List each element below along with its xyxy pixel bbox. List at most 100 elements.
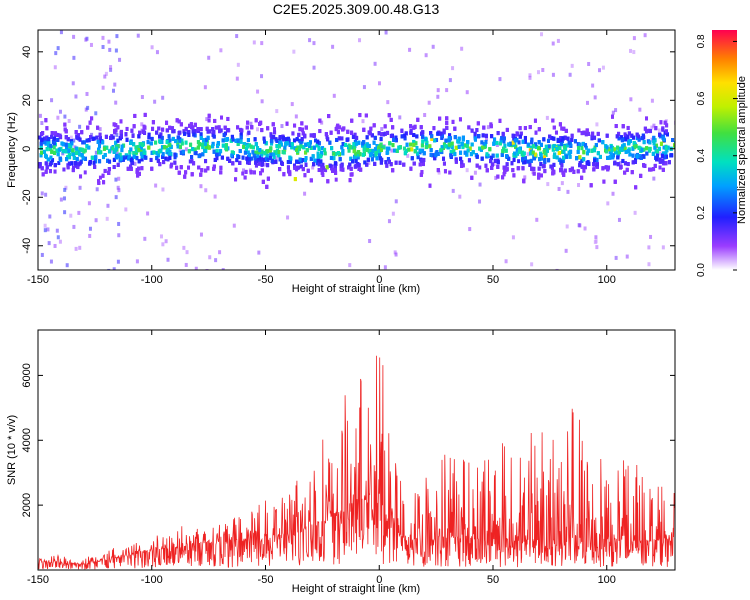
heatmap-cell	[124, 207, 128, 212]
heatmap-cell	[658, 165, 662, 170]
heatmap-cell	[465, 152, 469, 157]
heatmap-cell	[368, 239, 372, 244]
heatmap-cell	[354, 158, 358, 163]
heatmap-cell	[244, 169, 248, 174]
heatmap-cell	[379, 160, 383, 165]
heatmap-cell	[665, 148, 669, 153]
heatmap-cell	[468, 146, 472, 151]
heatmap-cell	[201, 142, 205, 147]
heatmap-cell	[495, 143, 499, 148]
heatmap-cell	[580, 131, 584, 136]
heatmap-cell	[81, 156, 85, 161]
heatmap-cell	[39, 141, 43, 146]
heatmap-cell	[346, 137, 350, 142]
heatmap-cell	[326, 179, 330, 184]
heatmap-cell	[183, 174, 187, 179]
heatmap-cell	[629, 97, 633, 102]
heatmap-cell	[336, 151, 340, 156]
heatmap-cell	[559, 136, 563, 141]
heatmap-cell	[354, 155, 358, 160]
heatmap-cell	[496, 164, 500, 169]
heatmap-cell	[361, 119, 365, 124]
heatmap-cell	[431, 44, 435, 49]
heatmap-cell	[38, 164, 42, 169]
heatmap-cell	[319, 159, 323, 164]
heatmap-cell	[87, 201, 91, 206]
heatmap-cell	[616, 162, 620, 167]
heatmap-cell	[259, 171, 263, 176]
heatmap-cell	[403, 151, 407, 156]
heatmap-cell	[328, 140, 332, 145]
heatmap-cell	[301, 127, 305, 132]
heatmap-cell	[541, 68, 545, 73]
heatmap-cell	[287, 138, 291, 143]
heatmap-cell	[43, 140, 47, 145]
heatmap-cell	[275, 143, 279, 148]
heatmap-cell	[56, 46, 60, 51]
heatmap-cell	[159, 132, 163, 137]
heatmap-cell	[530, 262, 534, 267]
heatmap-cell	[604, 165, 608, 170]
heatmap-cell	[498, 77, 502, 82]
heatmap-cell	[473, 170, 477, 175]
heatmap-cell	[75, 146, 79, 151]
heatmap-cell	[388, 141, 392, 146]
heatmap-cell	[356, 155, 360, 160]
heatmap-cell	[299, 164, 303, 169]
heatmap-cell	[512, 136, 516, 141]
heatmap-cell	[552, 136, 556, 141]
heatmap-cell	[505, 127, 509, 132]
heatmap-cell	[361, 152, 365, 157]
heatmap-cell	[273, 130, 277, 135]
heatmap-cell	[112, 165, 116, 170]
heatmap-cell	[178, 147, 182, 152]
heatmap-cell	[419, 172, 423, 177]
heatmap-cell	[607, 147, 611, 152]
heatmap-cell	[40, 166, 44, 171]
heatmap-cell	[201, 145, 205, 150]
heatmap-cell	[228, 158, 232, 163]
heatmap-cell	[90, 116, 94, 121]
heatmap-cell	[595, 245, 599, 250]
heatmap-cell	[517, 149, 521, 154]
heatmap-cell	[448, 78, 452, 83]
heatmap-cell	[651, 151, 655, 156]
heatmap-cell	[595, 157, 599, 162]
heatmap-cell	[523, 139, 527, 144]
heatmap-cell	[630, 133, 634, 138]
heatmap-cell	[218, 250, 222, 255]
heatmap-cell	[42, 149, 46, 154]
heatmap-cell	[266, 126, 270, 131]
heatmap-cell	[577, 223, 581, 228]
heatmap-cell	[40, 150, 44, 155]
heatmap-cell	[357, 140, 361, 145]
heatmap-cell	[536, 70, 540, 75]
heatmap-cell	[404, 148, 408, 153]
heatmap-cell	[532, 171, 536, 176]
heatmap-cell	[117, 221, 121, 226]
heatmap-cell	[551, 41, 555, 46]
heatmap-cell	[260, 41, 264, 46]
heatmap-cell	[541, 164, 545, 169]
heatmap-cell	[498, 141, 502, 146]
heatmap-cell	[199, 132, 203, 137]
heatmap-cell	[211, 141, 215, 146]
heatmap-cell	[254, 118, 258, 123]
heatmap-cell	[184, 170, 188, 175]
heatmap-cell	[328, 163, 332, 168]
heatmap-cell	[43, 223, 47, 228]
heatmap-cell	[138, 130, 142, 135]
heatmap-cell	[528, 125, 532, 130]
heatmap-cell	[126, 166, 130, 171]
heatmap-cell	[105, 145, 109, 150]
heatmap-cell	[373, 135, 377, 140]
heatmap-cell	[236, 62, 240, 67]
heatmap-cell	[658, 151, 662, 156]
heatmap-cell	[241, 155, 245, 160]
heatmap-cell	[580, 158, 584, 163]
heatmap-cell	[383, 265, 387, 270]
heatmap-cell	[650, 125, 654, 130]
heatmap-cell	[72, 34, 76, 39]
heatmap-cell	[94, 111, 98, 116]
heatmap-cell	[295, 137, 299, 142]
